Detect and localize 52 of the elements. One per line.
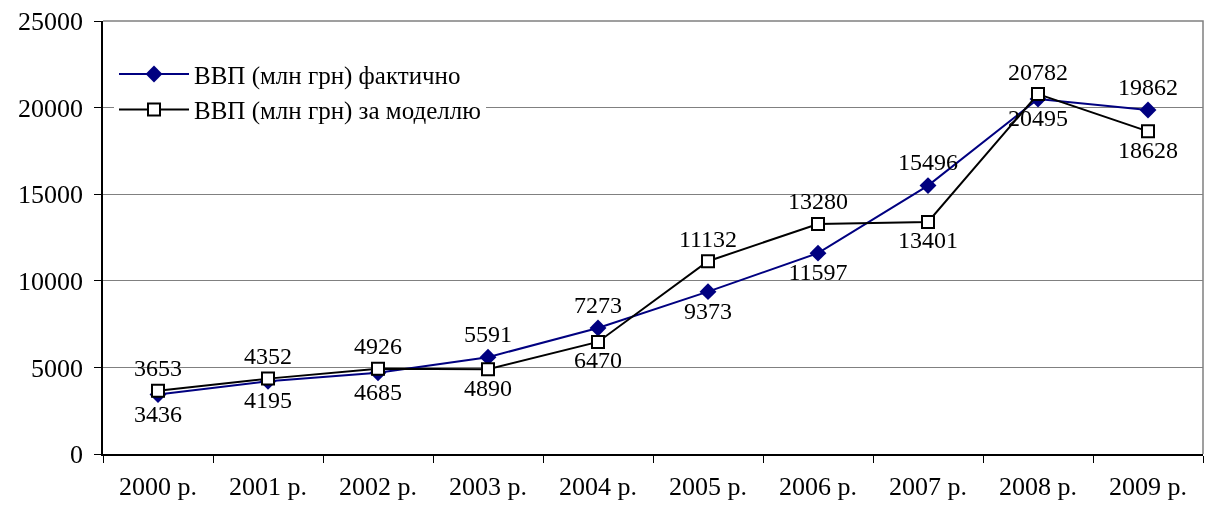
point [921,214,935,229]
data-label: 5591 [464,321,512,348]
data-label: 19862 [1118,73,1178,100]
point [151,383,165,398]
data-label: 11132 [678,225,738,252]
data-label: 6470 [574,347,622,374]
data-label: 4352 [244,343,292,370]
point [1139,101,1157,119]
x-tick-label: 2000 р. [119,471,197,501]
point [1031,87,1045,102]
point [809,244,827,262]
data-label: 4890 [464,374,512,401]
x-tick-label: 2008 р. [999,471,1077,501]
point [481,362,495,377]
x-tick-label: 2001 р. [229,471,307,501]
point [591,334,605,349]
point [811,216,825,231]
point [701,254,715,269]
x-tick-label: 2005 р. [669,471,747,501]
x-tick-label: 2004 р. [559,471,637,501]
x-tick-label: 2007 р. [889,471,967,501]
data-label: 15496 [898,149,958,176]
y-tick-label: 10000 [18,266,84,296]
y-tick-label: 25000 [18,7,84,37]
y-tick-label: 0 [70,440,84,470]
data-label: 20782 [1008,58,1068,85]
data-label: 3436 [134,400,182,427]
point [589,319,607,337]
data-label: 11597 [788,259,848,286]
point [919,177,937,195]
data-label: 3653 [134,355,182,382]
data-label: 13280 [788,188,848,215]
y-tick-label: 15000 [18,180,84,210]
y-tick-label: 5000 [31,353,84,383]
legend-label: ВВП (млн грн) за моделлю [194,97,481,126]
x-tick-label: 2003 р. [449,471,527,501]
x-tick-label: 2006 р. [779,471,857,501]
data-label: 18628 [1118,136,1178,163]
data-label: 4685 [354,378,402,405]
data-label: 9373 [684,297,732,324]
data-label: 7273 [574,291,622,318]
x-tick-label: 2002 р. [339,471,417,501]
point [699,283,717,301]
data-label: 13401 [898,227,958,254]
x-tick-label: 2009 р. [1109,471,1187,501]
y-tick-label: 20000 [18,93,84,123]
point [261,371,275,386]
data-label: 4195 [244,387,292,414]
legend-label: ВВП (млн грн) фактично [194,61,461,90]
data-label: 4926 [354,333,402,360]
point [1141,124,1155,139]
point [371,361,385,376]
